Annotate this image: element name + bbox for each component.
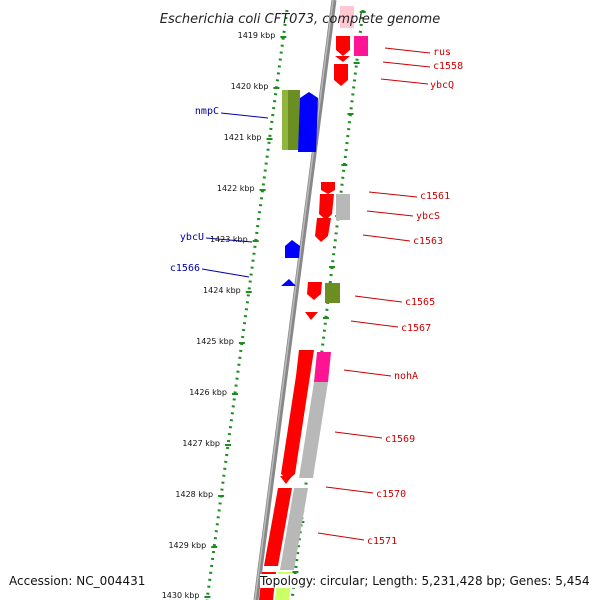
gene-labels: nmpC ybcU c1566 rus c1558 ybcQ c1561 ybcS c1563 c… [170, 47, 463, 547]
leader-line-c1570 [325, 486, 374, 494]
leader-line-ybcS [366, 210, 414, 217]
accession-text: Accession: NC_004431 [9, 574, 146, 588]
feature-c1570-red-2 [264, 488, 292, 566]
genome-backbone-highlight [254, 0, 334, 600]
feature-ybcS [319, 194, 334, 220]
gene-label-c1561[interactable]: c1561 [420, 191, 450, 202]
tick-label: 1424 kbp [203, 286, 241, 295]
leader-line-ybcQ [380, 78, 429, 85]
feature-ybcS-gray [336, 194, 350, 220]
tick-label: 1422 kbp [217, 184, 255, 193]
leader-line-c1566 [201, 268, 250, 278]
gene-label-c1566[interactable]: c1566 [170, 263, 200, 274]
tick-label: 1423 kbp [210, 235, 248, 244]
feature-nohA-red [296, 350, 314, 376]
feature-c1565-olive [325, 283, 340, 303]
gene-label-ybcQ[interactable]: ybcQ [430, 80, 454, 91]
tick-label: 1425 kbp [196, 337, 234, 346]
tick-label: 1426 kbp [189, 388, 227, 397]
gene-label-nmpC[interactable]: nmpC [195, 106, 219, 117]
gene-label-c1565[interactable]: c1565 [405, 297, 435, 308]
leader-line-c1569 [334, 431, 383, 439]
leader-line-c1567 [350, 320, 399, 328]
leader-line-c1571 [317, 532, 365, 541]
leader-line-rus [384, 47, 431, 54]
tick-labels: 1419 kbp 1420 kbp 1421 kbp 1422 kbp 1423 kbp… [162, 31, 276, 600]
gene-label-c1558[interactable]: c1558 [433, 61, 463, 72]
tick-label: 1421 kbp [224, 133, 262, 142]
feature-top-pink [340, 6, 354, 28]
tick-label: 1428 kbp [175, 490, 213, 499]
feature-c1569-gray [299, 382, 328, 478]
feature-ybcQ [334, 64, 348, 86]
gene-label-rus[interactable]: rus [433, 47, 451, 58]
feature-c1561 [321, 182, 335, 194]
leader-line-c1561 [368, 191, 418, 198]
genome-backbone [253, 0, 337, 600]
gene-label-ybcU[interactable]: ybcU [180, 232, 204, 243]
feature-c1570-red [280, 476, 292, 484]
right-dotted-ring [290, 9, 365, 600]
feature-c1567 [305, 312, 318, 320]
tick-label: 1427 kbp [182, 439, 220, 448]
feature-c1558 [335, 56, 350, 62]
feature-c1569-red [281, 376, 310, 480]
left-dotted-ring [205, 9, 289, 600]
tick-label: 1429 kbp [168, 541, 206, 550]
gene-label-ybcS[interactable]: ybcS [416, 211, 440, 222]
feature-ybcU [285, 240, 300, 258]
topology-text: Topology: circular; Length: 5,231,428 bp… [260, 574, 590, 588]
gene-label-c1570[interactable]: c1570 [376, 489, 406, 500]
gene-label-c1563[interactable]: c1563 [413, 236, 443, 247]
map-title: Escherichia coli CFT073, complete genome [160, 12, 440, 27]
feature-olive-1-shade [282, 90, 288, 150]
feature-c1563 [315, 218, 331, 242]
gene-label-c1569[interactable]: c1569 [385, 434, 415, 445]
feature-c1565 [307, 282, 322, 300]
feature-c1558-pink [354, 36, 368, 56]
leader-line-nmpC [220, 112, 269, 119]
gene-label-nohA[interactable]: nohA [394, 371, 418, 382]
feature-c1566 [281, 279, 296, 286]
leader-line-c1563 [362, 234, 411, 242]
feature-c1570-gray [280, 488, 308, 570]
tick-label: 1430 kbp [162, 591, 200, 600]
gene-label-c1571[interactable]: c1571 [367, 536, 397, 547]
leader-line-c1565 [354, 295, 403, 303]
feature-nohA-pink [314, 352, 331, 382]
leader-line-nohA [343, 369, 392, 377]
feature-rus [336, 36, 350, 56]
tick-label: 1420 kbp [231, 82, 269, 91]
leader-line-ybcU [205, 237, 253, 243]
leader-line-c1558 [382, 61, 431, 68]
feature-nmpC [298, 92, 318, 152]
gene-label-c1567[interactable]: c1567 [401, 323, 431, 334]
tick-label: 1419 kbp [238, 31, 276, 40]
